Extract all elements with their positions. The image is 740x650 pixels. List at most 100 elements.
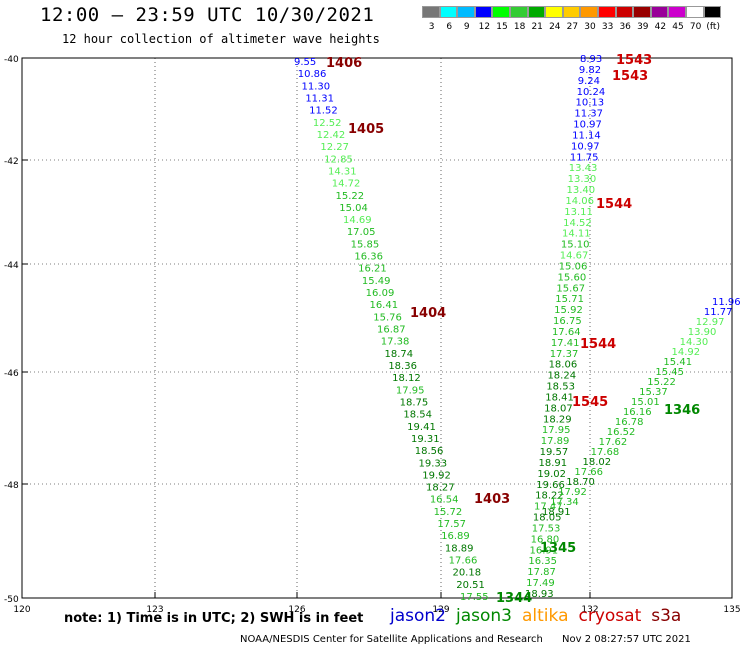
swh-value: 11.37 bbox=[574, 109, 603, 120]
map-frame bbox=[21, 57, 733, 599]
lat-label: -50 bbox=[4, 595, 19, 605]
orbit-label: 1544 bbox=[596, 197, 632, 212]
swh-value: 14.72 bbox=[332, 179, 361, 190]
satellite-jason3: jason3 bbox=[456, 606, 512, 626]
legend-label: 70 bbox=[689, 22, 702, 32]
swh-value: 19.41 bbox=[407, 422, 436, 433]
swh-value: 13.43 bbox=[569, 163, 598, 174]
swh-value: 12.97 bbox=[696, 317, 725, 328]
swh-value: 14.31 bbox=[328, 166, 357, 177]
legend-label: 12 bbox=[478, 22, 491, 32]
legend-label: 27 bbox=[566, 22, 579, 32]
chart-subtitle: 12 hour collection of altimeter wave hei… bbox=[62, 32, 380, 46]
swh-value: 10.24 bbox=[577, 87, 606, 98]
satellite-s3a: s3a bbox=[651, 606, 682, 626]
swh-value: 14.30 bbox=[680, 337, 709, 348]
swh-value: 16.80 bbox=[531, 534, 560, 545]
swh-value: 19.33 bbox=[419, 458, 448, 469]
legend-label: 21 bbox=[531, 22, 543, 32]
legend-label: 18 bbox=[513, 22, 526, 32]
swh-value: 18.75 bbox=[400, 397, 429, 408]
lat-label: -44 bbox=[4, 261, 19, 271]
swh-value: 16.52 bbox=[607, 427, 636, 438]
legend-label: 36 bbox=[619, 22, 631, 32]
credit-text: NOAA/NESDIS Center for Satellite Applica… bbox=[240, 634, 543, 645]
swh-value: 10.97 bbox=[573, 120, 602, 131]
swh-value: 15.10 bbox=[561, 240, 590, 251]
swh-value: 10.86 bbox=[298, 69, 327, 80]
lat-label: -46 bbox=[4, 369, 19, 379]
swh-value: 18.36 bbox=[388, 361, 417, 372]
legend-swatch bbox=[598, 6, 616, 18]
swh-value: 17.41 bbox=[551, 338, 580, 349]
legend-label: 9 bbox=[463, 22, 470, 32]
legend-swatch bbox=[422, 6, 440, 18]
lat-label: -40 bbox=[4, 55, 19, 65]
swh-value: 17.57 bbox=[437, 519, 466, 530]
swh-value: 18.70 bbox=[566, 477, 595, 488]
swh-value: 18.53 bbox=[546, 382, 575, 393]
swh-value: 18.12 bbox=[392, 373, 421, 384]
lon-label: 132 bbox=[581, 605, 598, 615]
swh-value: 17.47 bbox=[534, 502, 563, 513]
swh-value: 9.82 bbox=[579, 65, 601, 76]
swh-value: 15.22 bbox=[647, 377, 676, 388]
swh-value: 12.27 bbox=[320, 142, 349, 153]
swh-value: 18.74 bbox=[385, 349, 414, 360]
legend-swatch bbox=[492, 6, 510, 18]
swh-value: 18.93 bbox=[525, 589, 554, 600]
swh-value: 11.96 bbox=[712, 297, 740, 308]
swh-value: 9.24 bbox=[578, 76, 600, 87]
swh-value: 18.56 bbox=[415, 446, 444, 457]
legend-swatch bbox=[439, 6, 458, 18]
swh-value: 16.21 bbox=[358, 264, 387, 275]
swh-value: 17.89 bbox=[541, 436, 570, 447]
swh-value: 13.90 bbox=[688, 327, 717, 338]
swh-value: 20.51 bbox=[456, 580, 485, 591]
swh-value: 11.31 bbox=[305, 93, 334, 104]
swh-value: 13.11 bbox=[564, 207, 593, 218]
swh-value: 17.34 bbox=[550, 497, 579, 508]
swh-value: 17.66 bbox=[574, 467, 603, 478]
swh-value: 14.11 bbox=[562, 229, 591, 240]
swh-value: 20.18 bbox=[452, 568, 481, 579]
timestamp: Nov 2 08:27:57 UTC 2021 bbox=[562, 634, 691, 645]
legend-label: 33 bbox=[601, 22, 614, 32]
lon-label: 123 bbox=[146, 605, 163, 615]
swh-value: 15.76 bbox=[373, 312, 402, 323]
credit-line: NOAA/NESDIS Center for Satellite Applica… bbox=[240, 634, 691, 645]
orbit-label: 1544 bbox=[580, 337, 616, 352]
swh-value: 17.87 bbox=[527, 567, 556, 578]
swh-value: 19.31 bbox=[411, 434, 440, 445]
swh-value: 18.29 bbox=[543, 414, 572, 425]
swh-value: 18.91 bbox=[542, 507, 571, 518]
legend-swatch bbox=[650, 6, 669, 18]
swh-value: 18.91 bbox=[538, 458, 567, 469]
swh-value: 8.93 bbox=[580, 54, 602, 65]
orbit-label: 1346 bbox=[664, 403, 700, 418]
swh-value: 18.22 bbox=[535, 491, 564, 502]
lon-label: 120 bbox=[13, 605, 30, 615]
orbit-label: 1405 bbox=[348, 122, 384, 137]
swh-value: 12.85 bbox=[324, 154, 353, 165]
legend-swatch bbox=[580, 6, 598, 18]
swh-value: 17.37 bbox=[550, 349, 579, 360]
orbit-label: 1545 bbox=[572, 395, 608, 410]
swh-value: 16.35 bbox=[528, 556, 557, 567]
swh-value: 16.75 bbox=[553, 316, 582, 327]
swh-value: 15.06 bbox=[559, 261, 588, 272]
swh-value: 19.57 bbox=[540, 447, 569, 458]
swh-value: 12.52 bbox=[313, 118, 342, 129]
swh-value: 11.14 bbox=[572, 130, 601, 141]
swh-value: 16.54 bbox=[430, 495, 459, 506]
swh-value: 17.38 bbox=[381, 337, 410, 348]
swh-value: 18.24 bbox=[547, 371, 576, 382]
legend-swatch bbox=[527, 6, 546, 18]
swh-value: 17.05 bbox=[347, 227, 376, 238]
swh-value: 16.16 bbox=[623, 407, 652, 418]
swh-value: 11.30 bbox=[302, 81, 331, 92]
swh-value: 18.89 bbox=[445, 543, 474, 554]
swh-value: 15.45 bbox=[655, 367, 684, 378]
swh-value: 16.36 bbox=[354, 252, 383, 263]
swh-value: 17.49 bbox=[526, 578, 555, 589]
